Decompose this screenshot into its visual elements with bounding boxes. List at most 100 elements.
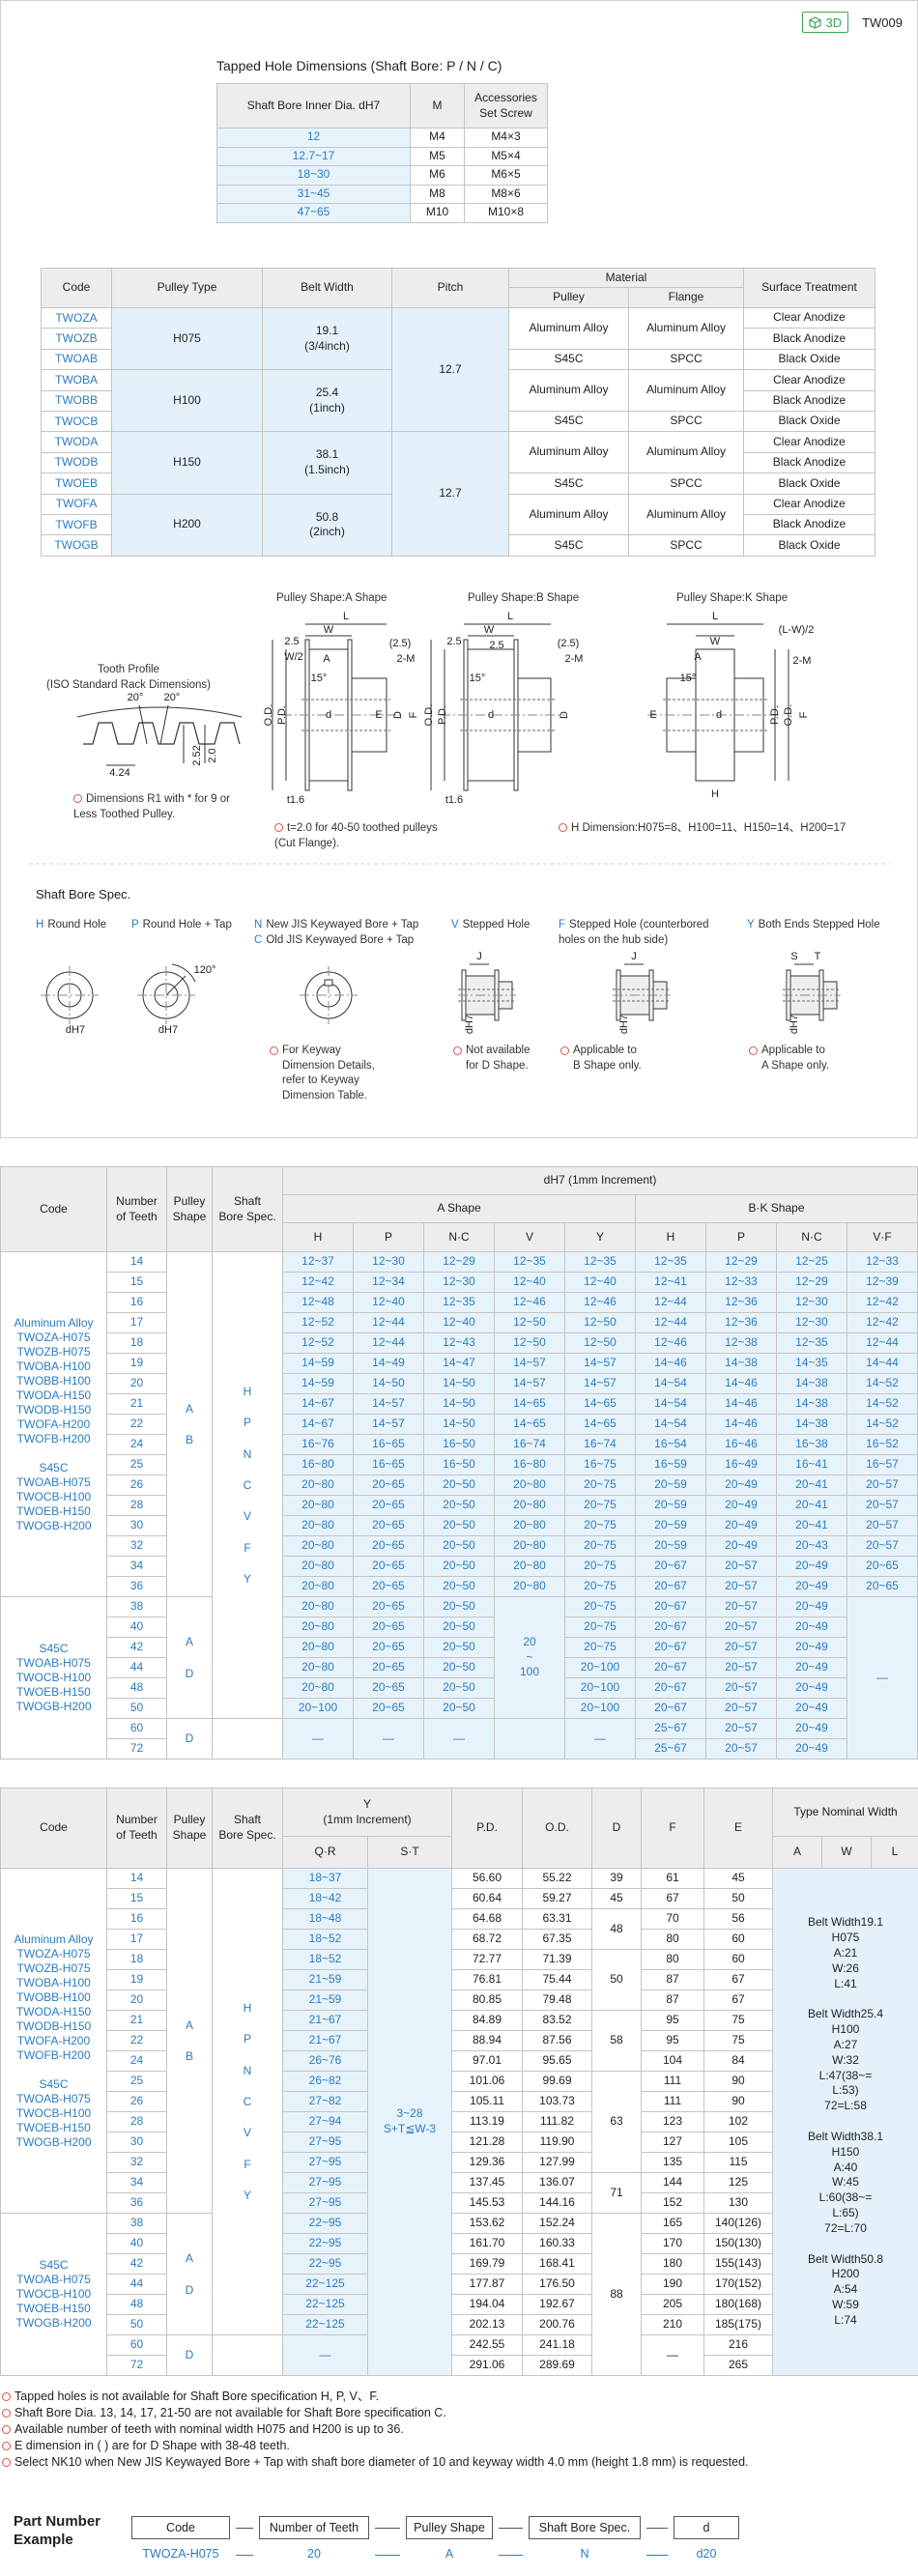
- info-icon: [2, 2392, 11, 2401]
- cell: 26~76: [282, 2050, 368, 2072]
- note-text: Available number of teeth with nominal w…: [14, 2422, 404, 2436]
- cell: 20~41: [776, 1515, 847, 1536]
- table-row: TWOBB Black Anodize: [41, 389, 875, 412]
- table-row: 60 D —242.55 241.18—216: [1, 2334, 918, 2376]
- dash: [236, 2528, 253, 2529]
- cell: 50: [106, 2314, 167, 2335]
- table-row: 28 20~80 20~65 20~50 20~80 20~75 20~59 20~49 20~…: [1, 1495, 918, 1516]
- cell: 80.85: [451, 1989, 524, 2011]
- dash: [499, 2528, 523, 2529]
- table-row: 17 18~52 68.72 67.35 80 60: [1, 1929, 918, 1950]
- cell: [212, 2334, 283, 2376]
- drawing-label: L: [507, 611, 513, 622]
- bore-item: N New JIS Keywayed Bore + Tap C Old JIS Key…: [254, 918, 418, 948]
- header-cell: dH7 (1mm Increment): [282, 1166, 918, 1195]
- drawing-label: t1.6: [287, 794, 304, 806]
- cell: 16~74: [494, 1434, 565, 1455]
- cell: 12~42: [282, 1272, 354, 1293]
- table-row: 47~65 M10 M10×8: [216, 203, 548, 223]
- header-cell: Y: [564, 1222, 636, 1252]
- drawing-label: O.D.: [423, 704, 435, 727]
- cell: 12~38: [705, 1332, 777, 1354]
- cell: A D: [166, 1596, 213, 1719]
- cell: 20~65: [353, 1495, 424, 1516]
- cell: 22~95: [282, 2213, 368, 2234]
- cell: 14~35: [776, 1353, 847, 1374]
- cell: 27~95: [282, 2172, 368, 2193]
- cell: 12~42: [846, 1292, 918, 1313]
- cell: D: [166, 1718, 213, 1760]
- bore-name: Round Hole: [47, 919, 107, 930]
- drawing-label: P.D.: [276, 705, 288, 725]
- cell: 14~44: [846, 1353, 918, 1374]
- drawing-label: 20°: [164, 692, 181, 703]
- cell: 20~50: [423, 1617, 495, 1638]
- cell: 20~59: [635, 1515, 706, 1536]
- cell: 90: [703, 2071, 774, 2092]
- drawing-label: (2.5): [558, 638, 580, 649]
- cell: 20~49: [776, 1738, 847, 1760]
- cell: 72.77: [451, 1949, 524, 1970]
- note-text: t=2.0 for 40-50 toothed pulleys (Cut Fla…: [274, 822, 438, 849]
- cell: 17: [106, 1312, 167, 1333]
- note-text: Applicable to A Shape only.: [761, 1045, 830, 1072]
- cell: 12~42: [846, 1312, 918, 1333]
- cell: 20~80: [282, 1637, 354, 1658]
- table-row: Q·R S·T A W L: [1, 1836, 918, 1869]
- cell: —: [846, 1596, 918, 1760]
- cell: 155(143): [703, 2253, 774, 2275]
- cell: 84.89: [451, 2010, 524, 2031]
- table-row: 31~45 M8 M8×6: [216, 184, 548, 204]
- cell: Aluminum Alloy: [508, 369, 629, 412]
- cell: 14~57: [353, 1414, 424, 1435]
- cell: 14~46: [705, 1414, 777, 1435]
- info-icon: [560, 1046, 569, 1055]
- cell: 60: [703, 1949, 774, 1970]
- cell: 16~52: [846, 1434, 918, 1455]
- cell: 36: [106, 2192, 167, 2214]
- cell: 14~57: [564, 1353, 636, 1374]
- cell: 20~49: [705, 1535, 777, 1557]
- cell: Black Anodize: [743, 451, 875, 474]
- cell: 50: [591, 1949, 643, 2011]
- cell: 12~52: [282, 1332, 354, 1354]
- cell: 20~41: [776, 1495, 847, 1516]
- drawing-label: L: [712, 611, 718, 622]
- cell: —: [282, 2334, 368, 2376]
- drawing-label: 2.5: [284, 636, 299, 647]
- cell: 180: [641, 2253, 705, 2275]
- cell: 40: [106, 1617, 167, 1638]
- cell: 16~65: [353, 1434, 424, 1455]
- cell: 80: [641, 1949, 705, 1970]
- header-cell: Pitch: [391, 268, 509, 308]
- cell: 20~65: [353, 1657, 424, 1678]
- cell: TWOBB: [41, 389, 112, 412]
- cell: 123: [641, 2111, 705, 2132]
- drawing-label: W: [484, 624, 495, 636]
- cell: SPCC: [628, 348, 744, 371]
- cell: 15: [106, 1272, 167, 1293]
- bore-code: N: [254, 919, 263, 930]
- header-cell: H: [635, 1222, 706, 1252]
- cell: 12~50: [494, 1332, 565, 1354]
- badge-3d[interactable]: 3D: [802, 12, 849, 33]
- header-cell: Code: [41, 268, 112, 308]
- cell: 32: [106, 1535, 167, 1557]
- cell: 59.27: [522, 1888, 593, 1909]
- cell: 170(152): [703, 2274, 774, 2295]
- table-row: 28 27~94 113.19 111.82 123 102: [1, 2111, 918, 2132]
- part-value: TWOZA-H075: [142, 2547, 219, 2561]
- cell: 20~67: [635, 1556, 706, 1577]
- cell: 105: [703, 2132, 774, 2153]
- cell: Black Anodize: [743, 389, 875, 412]
- cell: 291.06: [451, 2355, 524, 2376]
- table-row: 12 M4 M4×3: [216, 128, 548, 148]
- info-icon: [274, 823, 283, 832]
- header-cell: E: [703, 1788, 774, 1869]
- cell: 56: [703, 1908, 774, 1930]
- bore-item-line: V Stepped Hole: [451, 918, 530, 933]
- table-row: 36 20~80 20~65 20~50 20~80 20~75 20~67 20~57 20~…: [1, 1576, 918, 1597]
- cell: 20~80: [494, 1495, 565, 1516]
- bore-name: Both Ends Stepped Hole: [758, 919, 880, 930]
- cell: 21: [106, 1393, 167, 1415]
